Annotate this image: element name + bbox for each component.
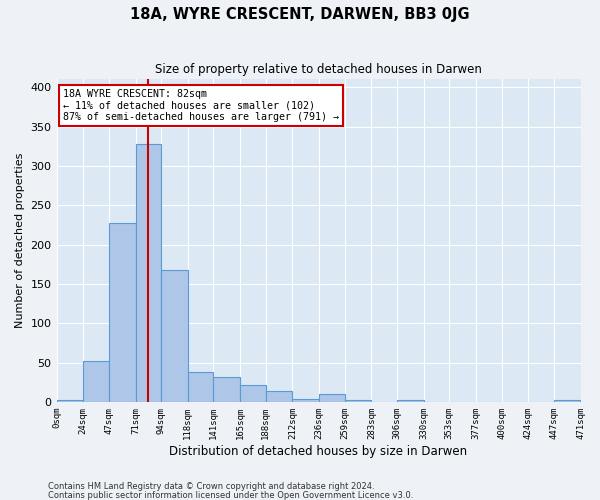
Y-axis label: Number of detached properties: Number of detached properties [15, 153, 25, 328]
Bar [136, 144, 161, 402]
X-axis label: Distribution of detached houses by size in Darwen: Distribution of detached houses by size … [169, 444, 467, 458]
Text: 18A, WYRE CRESCENT, DARWEN, BB3 0JG: 18A, WYRE CRESCENT, DARWEN, BB3 0JG [130, 8, 470, 22]
Bar [83, 361, 109, 402]
Bar [292, 398, 319, 402]
Bar [344, 400, 371, 402]
Bar [554, 400, 580, 402]
Title: Size of property relative to detached houses in Darwen: Size of property relative to detached ho… [155, 62, 482, 76]
Bar [240, 384, 266, 402]
Bar [161, 270, 188, 402]
Bar [319, 394, 344, 402]
Bar [214, 376, 240, 402]
Bar [266, 391, 292, 402]
Text: Contains HM Land Registry data © Crown copyright and database right 2024.: Contains HM Land Registry data © Crown c… [48, 482, 374, 491]
Bar [397, 400, 424, 402]
Text: Contains public sector information licensed under the Open Government Licence v3: Contains public sector information licen… [48, 490, 413, 500]
Bar [56, 400, 83, 402]
Bar [188, 372, 214, 402]
Text: 18A WYRE CRESCENT: 82sqm
← 11% of detached houses are smaller (102)
87% of semi-: 18A WYRE CRESCENT: 82sqm ← 11% of detach… [63, 89, 339, 122]
Bar [109, 222, 136, 402]
